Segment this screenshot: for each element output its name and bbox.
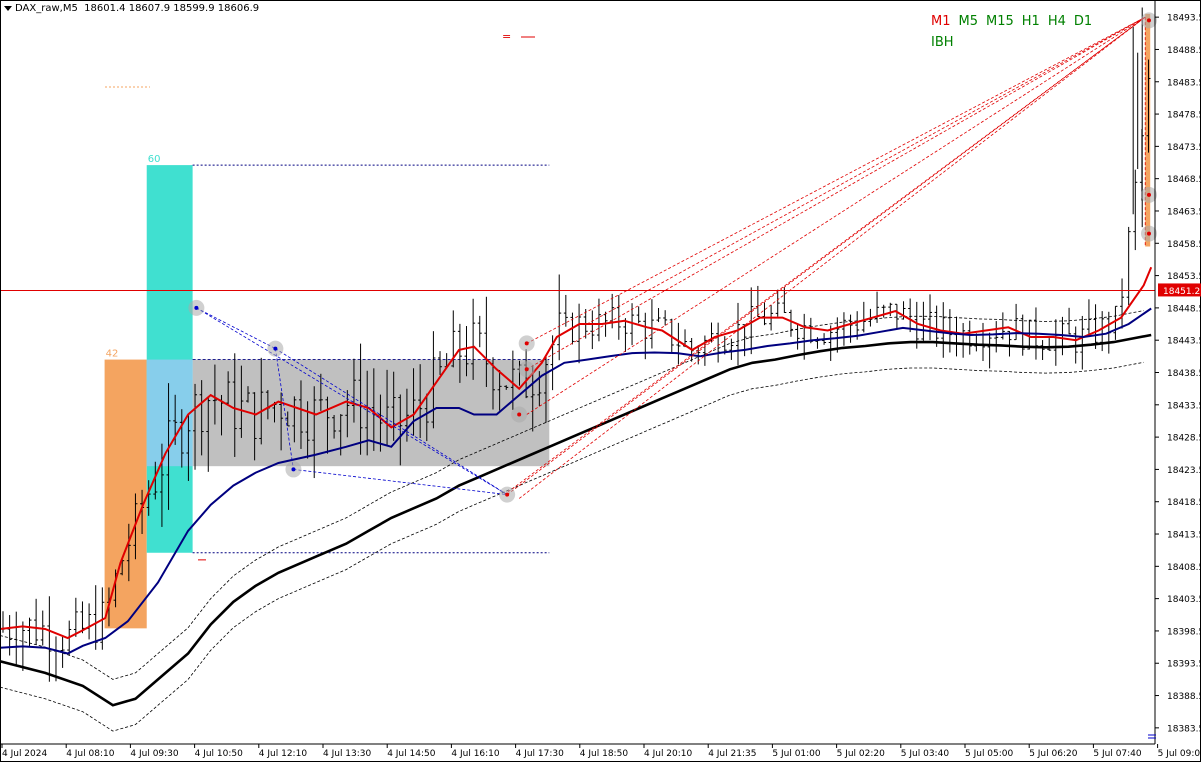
- x-tick-label: 4 Jul 12:10: [259, 749, 308, 759]
- timeframe-m5[interactable]: M5: [958, 14, 979, 29]
- x-tick-label: 4 Jul 14:50: [387, 749, 436, 759]
- x-tick-label: 5 Jul 05:00: [965, 749, 1014, 759]
- current-price-label: 18451.2: [1163, 287, 1200, 297]
- x-tick-label: 4 Jul 21:35: [708, 749, 756, 759]
- y-tick-label: 18388.5: [1167, 692, 1201, 702]
- cyan-box-label: 60: [148, 154, 161, 165]
- x-tick-label: 5 Jul 07:40: [1093, 749, 1142, 759]
- upper-envelope: [0, 310, 1144, 680]
- x-tick-label: 4 Jul 16:10: [451, 749, 500, 759]
- pivot-dot: [1146, 231, 1151, 236]
- projection-line: [526, 16, 1146, 415]
- pivot-dot: [524, 367, 529, 372]
- y-tick-label: 18478.5: [1167, 111, 1201, 121]
- y-tick-label: 18403.5: [1167, 595, 1201, 605]
- pivot-dot: [524, 341, 529, 346]
- y-tick-label: 18393.5: [1167, 660, 1201, 670]
- fast-ma-line: [0, 266, 1153, 640]
- y-tick-label: 18418.5: [1167, 498, 1201, 508]
- y-tick-label: 18473.5: [1167, 143, 1201, 153]
- swing-line: [196, 307, 508, 495]
- swing-line: [274, 348, 294, 470]
- timeframe-h4[interactable]: H4: [1047, 14, 1066, 29]
- pivot-dot: [1146, 18, 1151, 23]
- x-tick-label: 4 Jul 10:50: [195, 749, 244, 759]
- pivot-dot: [505, 492, 510, 497]
- symbol-label: DAX_raw,M5: [15, 3, 78, 14]
- y-tick-label: 18423.5: [1167, 466, 1201, 476]
- x-tick-label: 4 Jul 18:50: [580, 749, 629, 759]
- y-tick-label: 18453.5: [1167, 272, 1201, 282]
- timeframe-m1[interactable]: M1: [931, 14, 951, 29]
- projection-line: [586, 16, 1146, 325]
- timeframe-m15[interactable]: M15: [986, 14, 1014, 29]
- current-price-tag: [1158, 283, 1201, 297]
- pivot-dot: [1146, 192, 1151, 197]
- cyan-range-box: [146, 165, 193, 553]
- mid-ma-line: [0, 307, 1152, 655]
- x-tick-label: 5 Jul 03:40: [901, 749, 950, 759]
- projection-line: [526, 16, 1146, 370]
- overlap-box: [146, 359, 193, 467]
- dropdown-triangle-icon[interactable]: [4, 5, 12, 11]
- x-tick-label: 4 Jul 09:30: [130, 749, 179, 759]
- x-tick-label: 5 Jul 02:20: [837, 749, 886, 759]
- scroll-marker-icon: [1148, 734, 1156, 739]
- y-tick-label: 18483.5: [1167, 78, 1201, 88]
- orange-box-label: 42: [106, 349, 119, 360]
- projection-line: [518, 16, 1146, 499]
- x-tick-label: 4 Jul 20:10: [644, 749, 693, 759]
- x-tick-label: 4 Jul 2024: [2, 749, 47, 759]
- grey-consolidation-box: [192, 359, 550, 467]
- swing-line: [293, 469, 508, 496]
- x-tick-label: 5 Jul 01:00: [772, 749, 821, 759]
- pivot-dot: [273, 346, 278, 351]
- pivot-dot: [291, 467, 296, 472]
- y-tick-label: 18463.5: [1167, 207, 1201, 217]
- y-tick-label: 18398.5: [1167, 627, 1201, 637]
- y-tick-label: 18493.5: [1167, 14, 1201, 24]
- y-tick-label: 18428.5: [1167, 434, 1201, 444]
- x-tick-label: 4 Jul 17:30: [516, 749, 565, 759]
- y-tick-label: 18438.5: [1167, 369, 1201, 379]
- y-tick-label: 18448.5: [1167, 304, 1201, 314]
- pivot-dot: [194, 305, 199, 310]
- x-tick-label: 5 Jul 06:20: [1029, 749, 1078, 759]
- timeframe-selector: M1 M5 M15 H1 H4 D1: [931, 14, 1100, 29]
- lower-envelope: [0, 361, 1144, 732]
- swing-line: [275, 348, 508, 495]
- projection-line: [506, 16, 1146, 495]
- y-tick-label: 18443.5: [1167, 337, 1201, 347]
- y-tick-label: 18468.5: [1167, 175, 1201, 185]
- slow-ma-line: [0, 333, 1152, 707]
- y-tick-label: 18458.5: [1167, 240, 1201, 250]
- x-tick-label: 4 Jul 08:10: [66, 749, 115, 759]
- y-tick-label: 18408.5: [1167, 563, 1201, 573]
- chart-header: DAX_raw,M5 18601.4 18607.9 18599.9 18606…: [4, 3, 259, 14]
- timeframe-h1[interactable]: H1: [1021, 14, 1040, 29]
- y-tick-label: 18413.5: [1167, 531, 1201, 541]
- projection-line: [526, 16, 1146, 344]
- y-tick-label: 18488.5: [1167, 46, 1201, 56]
- y-tick-label: 18433.5: [1167, 401, 1201, 411]
- timeframe-d1[interactable]: D1: [1073, 14, 1093, 29]
- pivot-dot: [517, 412, 522, 417]
- equals-marker: =: [502, 30, 511, 43]
- x-tick-label: 5 Jul 09:00: [1158, 749, 1201, 759]
- orange-range-box: [104, 359, 147, 629]
- ibh-label[interactable]: IBH: [931, 35, 954, 50]
- last-bar-highlight: [1145, 13, 1151, 247]
- projection-line: [507, 16, 1146, 493]
- ohlc-readout: 18601.4 18607.9 18599.9 18606.9: [84, 3, 260, 14]
- y-tick-label: 18383.5: [1167, 724, 1201, 734]
- x-tick-label: 4 Jul 13:30: [323, 749, 372, 759]
